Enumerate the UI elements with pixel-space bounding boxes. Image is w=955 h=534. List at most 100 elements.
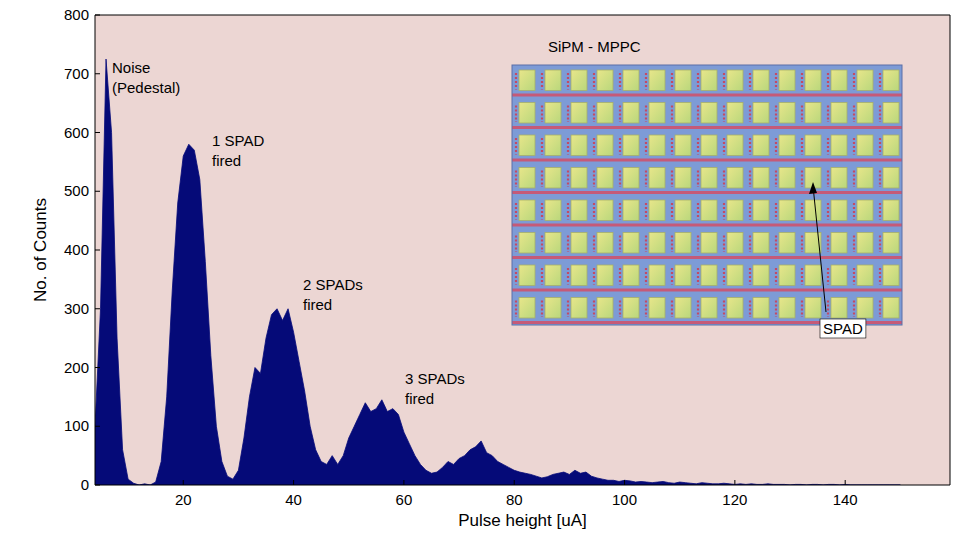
inset-cell [753,103,769,124]
inset-cell [571,70,587,91]
inset-cell [675,135,691,156]
inset-resistor [853,138,855,155]
inset-cell [779,298,795,319]
inset-trace [512,224,902,227]
x-axis-title: Pulse height [uA] [458,511,587,530]
inset-resistor [619,268,621,285]
inset-label: SPAD [823,320,863,337]
inset-background [512,65,902,325]
histogram-area [95,59,900,485]
inset-resistor [749,106,751,123]
inset-resistor [697,236,699,253]
y-tick-label: 400 [64,241,89,258]
inset-cell [805,103,821,124]
inset-resistor [827,73,829,90]
inset-resistor [515,73,517,90]
inset-cell [727,200,743,221]
inset-resistor [645,138,647,155]
inset-cell [675,233,691,254]
inset-resistor [749,171,751,188]
inset-resistor [749,203,751,220]
inset-label-box [820,319,866,338]
inset-trace [512,159,902,162]
inset-cell [883,265,899,286]
inset-resistor [879,236,881,253]
inset-cell [519,265,535,286]
inset-resistor [775,268,777,285]
inset-cell [857,298,873,319]
inset-trace [512,191,902,194]
inset-resistor [775,73,777,90]
inset-cell [831,135,847,156]
x-tick [624,480,625,485]
inset-resistor [853,236,855,253]
label-arrow [813,186,826,312]
inset-resistor [775,301,777,318]
inset-cell [623,200,639,221]
inset-cell [701,168,717,189]
inset-cell [857,135,873,156]
inset-resistor [515,236,517,253]
inset-cell [857,233,873,254]
inset-cell [597,103,613,124]
inset-cell [727,103,743,124]
inset-resistor [515,301,517,318]
inset-cell [519,135,535,156]
inset-resistor [671,171,673,188]
inset-cell [779,168,795,189]
inset-cell [649,233,665,254]
inset-resistor [541,106,543,123]
inset-resistor [697,73,699,90]
inset-cell [519,200,535,221]
inset-resistor [645,106,647,123]
inset-resistor [749,73,751,90]
inset-resistor [723,106,725,123]
inset-resistor [723,73,725,90]
x-tick [293,480,294,485]
inset-resistor [697,203,699,220]
inset-resistor [671,106,673,123]
inset-cell [753,135,769,156]
inset-resistor [749,138,751,155]
inset-cell [883,135,899,156]
inset-resistor [671,203,673,220]
inset-cell [857,168,873,189]
inset-resistor [801,301,803,318]
inset-resistor [593,236,595,253]
inset-resistor [775,203,777,220]
x-axis-line [95,485,950,486]
marks [95,59,900,485]
inset-resistor [593,301,595,318]
frame-right [950,15,951,485]
inset-resistor [879,203,881,220]
inset-cell [701,233,717,254]
inset-resistor [697,268,699,285]
y-tick [95,308,100,309]
inset-resistor [879,301,881,318]
inset-resistor [567,106,569,123]
inset-cell [779,233,795,254]
inset-cell [701,70,717,91]
inset-cell [701,135,717,156]
inset-cell [831,103,847,124]
inset-resistor [853,171,855,188]
inset-cell [623,103,639,124]
inset-resistor [515,138,517,155]
y-tick-label: 800 [64,6,89,23]
inset-resistor [801,138,803,155]
inset-cell [701,265,717,286]
y-tick-label: 500 [64,182,89,199]
inset-resistor [593,268,595,285]
inset-cell [675,265,691,286]
inset-resistor [671,73,673,90]
inset-cell [727,298,743,319]
inset-cell [545,70,561,91]
inset-cell [727,233,743,254]
inset-resistor [541,73,543,90]
inset-resistor [541,301,543,318]
inset-cell [519,233,535,254]
inset-resistor [775,171,777,188]
plot-background [95,15,950,485]
inset-resistor [853,268,855,285]
inset-cell [649,135,665,156]
